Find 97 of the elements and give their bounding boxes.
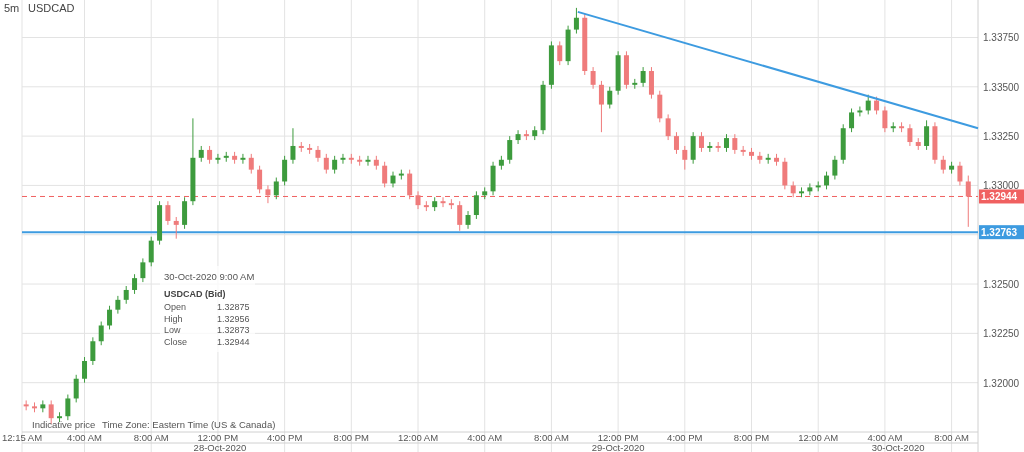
candlestick [473,190,479,220]
annotation: 30-Oct-2020 9:00 AM [164,271,255,282]
candlestick [315,145,321,163]
candlestick [573,7,579,35]
candlestick [507,135,513,165]
x-tick-label: 4:00 AM [467,432,503,443]
candlestick [340,153,346,165]
y-tick-label: 1.33000 [983,180,1020,192]
candlestick [407,169,413,200]
candlestick [457,200,463,232]
annotation: 1.32944 [217,336,250,347]
annotation: Close [164,336,188,347]
ref-line-label: 1.32944 [981,191,1018,203]
candlestick [390,171,396,188]
x-tick-label: 8:00 AM [533,432,569,443]
text: 29-Oct-2020 [591,442,645,452]
candlestick [690,131,696,165]
y-tick-label: 1.32250 [983,328,1020,340]
annotation: High [164,313,183,324]
candlestick [965,175,971,228]
candlestick [682,145,688,171]
x-tick-label: 12:00 AM [397,432,439,443]
candlestick [215,153,221,165]
candlestick [665,113,671,141]
x-tick-label: 12:15 AM [1,432,43,443]
annotation: Low [164,325,182,335]
y-tick-label: 1.32000 [983,377,1020,389]
candlestick [90,336,96,366]
annotation: Indicative price [32,419,96,430]
candlestick [590,66,596,90]
candlestick [807,182,813,196]
y-tick-label: 1.33500 [983,81,1020,93]
x-tick-label: 12:00 PM [197,432,239,443]
candlestick [165,200,171,226]
candlestick [365,155,371,167]
candlestick [832,155,838,181]
annotation: 1.32875 [217,302,250,312]
candlestick [440,196,446,208]
candlestick [273,177,279,200]
candlestick [282,155,288,186]
candlestick [607,86,613,109]
annotation: 1.32873 [217,325,250,335]
candlestick [132,273,138,295]
candlestick [82,356,88,384]
candlestick [924,119,930,151]
candlestick [240,153,246,165]
candlestick [907,123,913,147]
chart-title: USDCAD [28,2,75,14]
candlestick [515,129,521,145]
text: 30-Oct-2020 [871,442,925,452]
ref-line-label: 1.32763 [981,227,1018,239]
candlestick [673,131,679,155]
candlestick [173,216,179,240]
candlestick [557,40,563,66]
x-tick-label: 12:00 PM [597,432,639,443]
candlestick [290,127,296,165]
candlestick [248,153,254,175]
candlestick [849,107,855,133]
candlestick [182,196,188,230]
candlestick [107,305,113,330]
candlestick [782,157,788,190]
annotation: 1.32956 [217,313,250,324]
candlestick [598,80,604,133]
x-tick-label: 12:00 AM [798,432,839,443]
candlestick [648,66,654,100]
candlestick [257,165,263,194]
candlestick [98,321,104,346]
candlestick [323,153,329,175]
x-tick-label: 8:00 AM [934,432,970,443]
candlestick [640,66,646,88]
candlestick [698,131,704,153]
y-tick-label: 1.33250 [983,131,1020,143]
y-tick-label: 1.32500 [983,279,1020,291]
candlestick [148,236,154,267]
chart-subtitle: 5m [4,2,20,14]
x-tick-label: 4:00 PM [667,432,703,443]
candlestick [73,374,79,403]
candlestick [65,394,71,421]
candlestick [857,106,863,117]
x-tick-label: 4:00 PM [266,432,303,443]
x-tick-label: 4:00 AM [67,432,103,443]
candlestick [732,133,738,155]
y-tick-label: 1.33750 [983,32,1020,44]
candlestick [382,161,388,188]
annotation: Time Zone: Eastern Time (US & Canada) [102,419,276,430]
candlestick [957,161,963,186]
candlestick [657,90,663,123]
annotation: USDCAD (Bid) [164,289,226,299]
annotation: Open [164,302,187,312]
x-tick-label: 8:00 PM [733,432,770,443]
x-tick-label: 8:00 AM [133,432,169,443]
x-tick-label: 4:00 AM [867,432,903,443]
candlestick [265,184,271,204]
candlestick [882,106,888,133]
x-tick-label: 8:00 PM [333,432,370,443]
candlestick [140,257,146,283]
text: 28-Oct-2020 [193,442,247,452]
